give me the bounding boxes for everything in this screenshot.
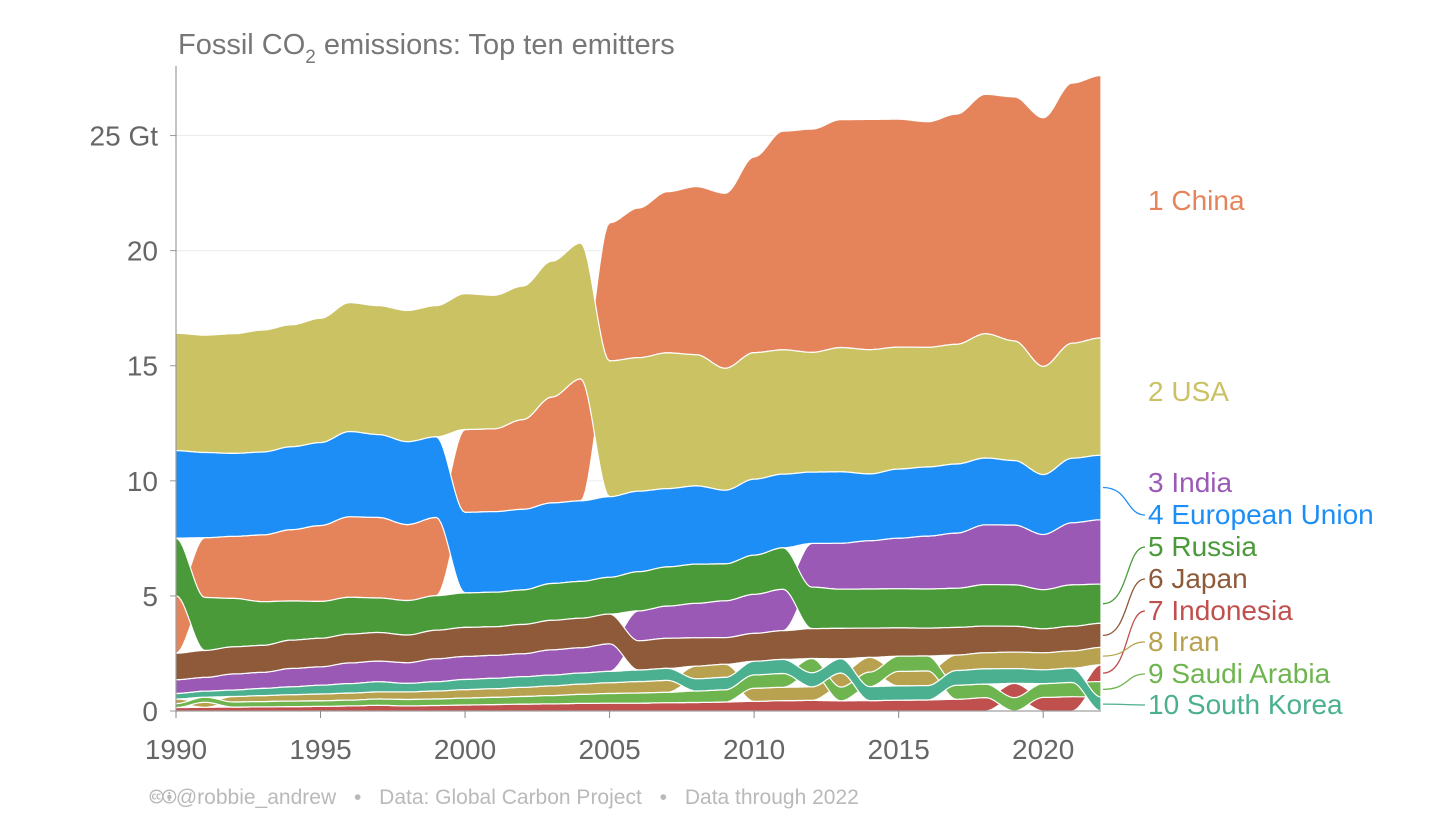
legend-connector xyxy=(1102,610,1146,674)
chart-title: Fossil CO2 emissions: Top ten emitters xyxy=(178,29,675,68)
y-tick-label: 0 xyxy=(142,696,158,727)
legend-label: 10 South Korea xyxy=(1148,689,1343,720)
x-tick-label: 2005 xyxy=(578,734,640,765)
legend-label: 2 USA xyxy=(1148,376,1229,407)
x-tick-label: 1995 xyxy=(289,734,351,765)
legend-connector xyxy=(1102,486,1146,516)
y-tick-label: 25 Gt xyxy=(90,121,159,152)
footer: 🅭🅯@robbie_andrew • Data: Global Carbon P… xyxy=(150,786,859,811)
axes: 0 5 10 15 20 25 Gt 1990 1995 2000 2005 2010 2015 202… xyxy=(90,66,1101,765)
legend-label: 8 Iran xyxy=(1148,626,1220,657)
y-tick-label: 10 xyxy=(127,466,158,497)
legend-connector xyxy=(1102,546,1146,605)
footer-separator: • xyxy=(659,786,667,809)
cc-license-icon: 🅭🅯 xyxy=(150,786,176,809)
legend-label: 3 India xyxy=(1148,467,1232,498)
legend-connector xyxy=(1102,641,1146,657)
x-tick-label: 1990 xyxy=(145,734,207,765)
footer-separator: • xyxy=(353,786,362,809)
y-tick-label: 5 xyxy=(142,581,158,612)
y-tick-label: 15 xyxy=(127,351,158,382)
data-through: Data through 2022 xyxy=(684,786,859,809)
x-tick-label: 2015 xyxy=(868,734,930,765)
data-source: Data: Global Carbon Project xyxy=(379,786,642,809)
legend-connector xyxy=(1102,703,1146,706)
stacked-areas xyxy=(175,74,1102,712)
legend-label: 9 Saudi Arabia xyxy=(1148,658,1331,689)
legend-connector xyxy=(1102,578,1146,637)
x-tick-label: 2010 xyxy=(723,734,785,765)
y-tick-label: 20 xyxy=(127,236,158,267)
legend-label: 5 Russia xyxy=(1148,531,1257,562)
x-tick-label: 2020 xyxy=(1012,734,1074,765)
x-tick-label: 2000 xyxy=(434,734,496,765)
legend-label: 4 European Union xyxy=(1148,499,1374,530)
author-handle[interactable]: @robbie_andrew xyxy=(175,786,337,809)
legend-label: 1 China xyxy=(1148,185,1245,216)
legend-label: 7 Indonesia xyxy=(1148,595,1293,626)
legend-connector xyxy=(1102,673,1146,691)
legend-label: 6 Japan xyxy=(1148,563,1248,594)
